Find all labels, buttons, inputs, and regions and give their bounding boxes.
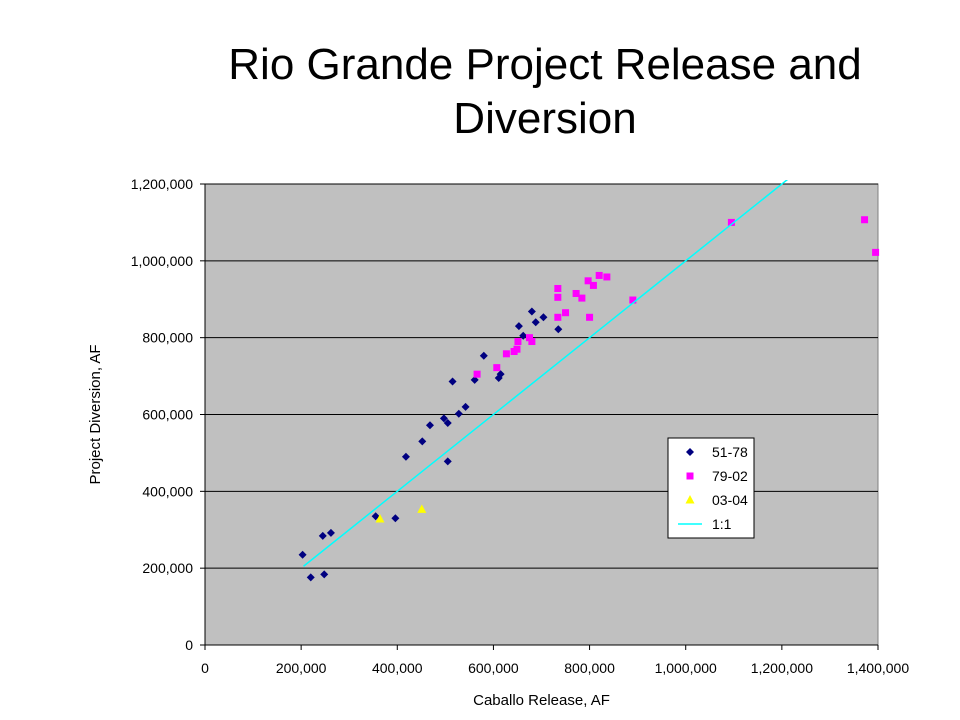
data-point-79-02 [584,277,592,285]
data-point-51-78 [425,421,434,430]
data-point-79-02 [578,294,586,302]
data-layer [298,180,880,582]
data-point-79-02 [586,313,594,321]
data-point-51-78 [439,414,448,423]
data-point-51-78 [418,437,427,446]
data-point-51-78 [514,322,523,331]
data-point-51-78 [320,570,329,579]
data-point-03-04 [375,513,385,523]
x-tick-label: 800,000 [564,660,615,676]
data-point-79-02 [514,338,522,346]
y-tick-label: 200,000 [142,560,193,576]
y-tick-label: 600,000 [142,407,193,423]
data-point-79-02 [525,334,533,342]
data-point-51-78 [531,318,540,327]
data-point-51-78 [454,409,463,418]
data-point-79-02 [861,216,869,224]
legend-label: 79-02 [712,468,748,484]
legend-box [667,437,755,539]
slide-title: Rio Grande Project Release and Diversion [150,38,940,146]
x-tick-label: 200,000 [276,660,327,676]
data-point-51-78 [326,528,335,537]
y-tick-label: 800,000 [142,330,193,346]
data-point-51-78 [443,457,452,466]
legend-label: 51-78 [712,444,748,460]
data-point-51-78 [443,418,452,427]
data-point-79-02 [595,271,603,279]
data-point-51-78 [318,531,327,540]
data-point-51-78 [401,452,410,461]
legend-marker-swatch [685,495,695,504]
series-line-1-1 [303,180,789,567]
legend-marker-swatch [686,472,694,480]
x-axis-label: Caballo Release, AF [473,692,610,709]
slide-title-line-2: Diversion [453,94,637,143]
data-point-79-02 [502,350,510,358]
data-point-51-78 [527,307,536,316]
data-point-79-02 [589,281,597,289]
x-tick-label: 0 [201,660,209,676]
x-tick-label: 600,000 [468,660,519,676]
y-tick-label: 400,000 [142,483,193,499]
data-point-51-78 [298,550,307,559]
data-point-51-78 [306,573,315,582]
data-point-51-78 [479,351,488,360]
data-point-79-02 [554,284,562,292]
slide-title-line-1: Rio Grande Project Release and [228,40,862,89]
data-point-03-04 [417,504,427,513]
data-point-79-02 [554,293,562,301]
y-axis-label: Project Diversion, AF [87,344,104,484]
y-tick-label: 1,200,000 [131,176,193,192]
y-tick-label: 1,000,000 [131,253,193,269]
data-point-51-78 [371,512,380,521]
data-point-79-02 [562,309,570,317]
x-tick-label: 400,000 [372,660,423,676]
legend-label: 1:1 [712,516,732,532]
data-point-79-02 [872,248,880,256]
y-tick-label: 0 [185,637,193,653]
x-tick-label: 1,200,000 [751,660,813,676]
data-point-51-78 [519,331,528,340]
data-point-79-02 [528,338,536,346]
data-point-51-78 [496,370,505,379]
legend-marker-swatch [686,448,694,456]
data-point-79-02 [603,273,611,281]
data-point-51-78 [554,325,563,334]
data-point-51-78 [461,402,470,411]
data-point-79-02 [572,289,580,297]
data-point-51-78 [391,514,400,523]
data-point-51-78 [448,377,457,386]
data-point-51-78 [539,313,548,322]
x-tick-label: 1,000,000 [655,660,717,676]
data-point-79-02 [554,313,562,321]
x-tick-label: 1,400,000 [847,660,909,676]
data-point-79-02 [473,370,481,378]
data-point-79-02 [493,364,501,372]
legend-label: 03-04 [712,492,748,508]
data-point-79-02 [513,345,521,353]
data-point-51-78 [470,375,479,384]
data-point-79-02 [629,296,637,304]
data-point-79-02 [727,218,735,226]
